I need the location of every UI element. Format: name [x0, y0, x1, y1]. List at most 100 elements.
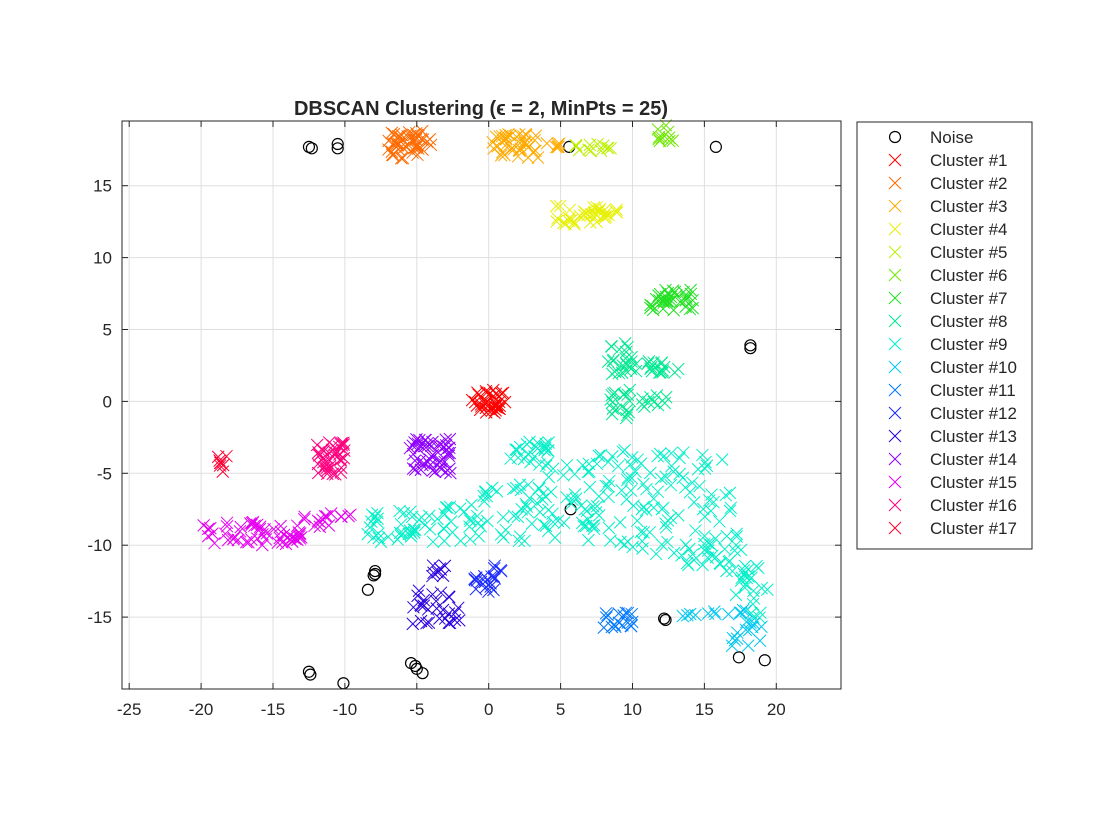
- cluster-8-point: [605, 340, 618, 354]
- cluster-9-point: [624, 484, 638, 497]
- noise-point: [331, 137, 344, 151]
- cluster-15-point: [324, 507, 338, 520]
- axes-box: [121, 120, 842, 690]
- cluster-9-point: [474, 520, 488, 533]
- cluster-9-point: [621, 471, 635, 485]
- cluster-12-point: [468, 573, 482, 587]
- cluster-17-point: [211, 450, 225, 464]
- cluster-15-point: [231, 533, 245, 547]
- x-tick-label: -10: [333, 700, 358, 719]
- cluster-9-point: [667, 465, 680, 478]
- cluster-9-point: [649, 547, 663, 561]
- cluster-9-point: [643, 525, 657, 539]
- cluster-9-point: [477, 494, 491, 508]
- cluster-7-point: [669, 289, 683, 302]
- cluster-12-point: [487, 583, 500, 597]
- cluster-9-point: [602, 455, 615, 469]
- cluster-9-point: [729, 588, 743, 602]
- legend-label: Cluster #3: [930, 197, 1007, 216]
- cluster-6-point: [651, 123, 665, 136]
- cluster-14-point: [426, 435, 439, 449]
- cluster-15-point: [318, 509, 332, 523]
- cluster-8-point: [644, 390, 657, 404]
- legend-label: Cluster #6: [930, 266, 1007, 285]
- cluster-9-point: [581, 533, 595, 547]
- cluster-14-point: [443, 432, 457, 446]
- cluster-3-point: [513, 136, 527, 150]
- cluster-12-point: [484, 577, 497, 590]
- cluster-9-point: [404, 529, 418, 543]
- cluster-8-point: [607, 353, 620, 367]
- cluster-9-point: [675, 549, 688, 562]
- legend-label: Cluster #15: [930, 473, 1017, 492]
- cluster-13-point: [426, 559, 440, 572]
- cluster-9-point: [391, 533, 404, 546]
- cluster-9-point: [542, 503, 555, 517]
- cluster-9-point: [525, 517, 539, 531]
- cluster-9-point: [620, 473, 634, 487]
- legend-marker: [888, 153, 902, 167]
- cluster-9-point: [496, 531, 510, 544]
- legend-marker: [888, 176, 902, 190]
- legend-item: Cluster #2: [888, 174, 1007, 193]
- legend-marker: [888, 521, 902, 535]
- cluster-9-point: [587, 522, 601, 536]
- cluster-9-point: [363, 521, 377, 534]
- legend-item: Cluster #10: [888, 358, 1017, 377]
- x-tick-label: -25: [117, 700, 142, 719]
- legend-marker: [888, 360, 902, 374]
- cluster-9-point: [589, 506, 603, 519]
- series-0: [302, 137, 771, 690]
- cluster-5-point: [594, 144, 608, 158]
- legend-marker: [888, 452, 902, 466]
- cluster-14-point: [406, 462, 420, 475]
- cluster-4-point: [553, 199, 567, 213]
- cluster-4-point: [602, 208, 615, 222]
- cluster-9-point: [723, 504, 737, 518]
- y-tick-label: -10: [87, 536, 112, 555]
- legend-marker: [888, 291, 902, 305]
- cluster-9-point: [542, 470, 556, 484]
- cluster-16-point: [320, 461, 334, 475]
- cluster-9-point: [441, 501, 454, 515]
- cluster-9-point: [615, 484, 628, 497]
- series-4: [549, 199, 624, 231]
- series-11: [597, 606, 639, 634]
- cluster-13-point: [442, 590, 456, 604]
- cluster-10-point: [753, 634, 767, 648]
- cluster-4-point: [610, 203, 623, 217]
- cluster-10-point: [683, 607, 697, 621]
- cluster-9-point: [374, 535, 388, 549]
- legend-item: Cluster #12: [888, 404, 1017, 423]
- cluster-11-point: [619, 606, 633, 620]
- cluster-9-point: [521, 447, 535, 461]
- legend-item: Cluster #6: [888, 266, 1007, 285]
- cluster-9-point: [538, 441, 552, 455]
- cluster-9-point: [560, 490, 573, 504]
- cluster-9-point: [578, 503, 592, 516]
- noise-point: [659, 613, 672, 627]
- cluster-9-point: [367, 531, 380, 544]
- legend-box: [856, 121, 1033, 550]
- legend-item: Cluster #3: [888, 197, 1007, 216]
- cluster-8-point: [671, 362, 685, 376]
- cluster-9-point: [506, 482, 520, 496]
- cluster-9-point: [560, 458, 574, 472]
- cluster-9-point: [393, 526, 407, 540]
- cluster-11-point: [625, 607, 639, 621]
- cluster-4-point: [563, 203, 577, 217]
- legend-item: Cluster #9: [888, 335, 1007, 354]
- cluster-3-point: [510, 130, 523, 144]
- legend-label: Cluster #10: [930, 358, 1017, 377]
- cluster-9-point: [528, 450, 541, 463]
- cluster-15-point: [308, 519, 321, 533]
- cluster-9-point: [407, 523, 421, 536]
- cluster-14-point: [437, 440, 451, 454]
- noise-point: [758, 654, 771, 667]
- cluster-9-point: [511, 451, 525, 465]
- cluster-1-point: [495, 387, 508, 400]
- noise-point: [709, 140, 722, 153]
- cluster-9-point: [696, 558, 709, 572]
- cluster-9-point: [594, 448, 608, 462]
- cluster-9-point: [602, 490, 615, 504]
